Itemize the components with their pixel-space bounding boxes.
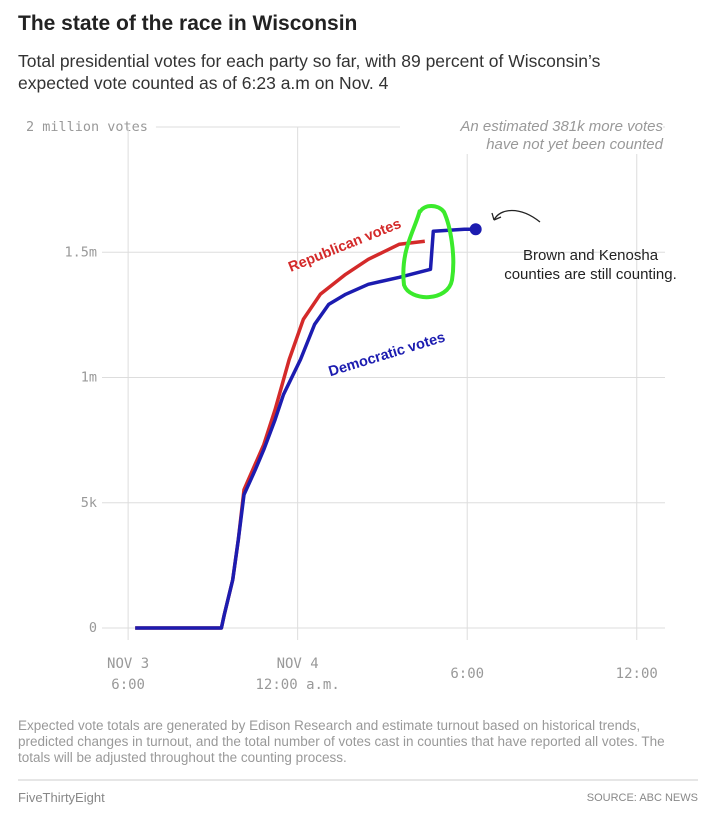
- arrow: [493, 209, 541, 223]
- y-tick-label: 2 million votes: [26, 119, 148, 135]
- series-label: Republican votes: [286, 216, 403, 276]
- y-tick-label: 1m: [81, 370, 97, 386]
- chart-subtitle: Total presidential votes for each party …: [18, 51, 601, 93]
- y-tick-label: 5k: [81, 495, 97, 511]
- x-tick-label: NOV 3 6:00: [107, 656, 150, 693]
- credit: FiveThirtyEight: [18, 790, 105, 805]
- x-tick-label: NOV 4 12:00 a.m.: [255, 656, 340, 693]
- footnote: Expected vote totals are generated by Ed…: [18, 718, 665, 765]
- highlight-circle: [401, 204, 456, 300]
- chart-title: The state of the race in Wisconsin: [18, 12, 358, 35]
- annotation: Brown and Kenosha counties are still cou…: [504, 247, 677, 283]
- arrow-head: [491, 212, 502, 221]
- end-dot: [469, 223, 482, 236]
- x-tick-label: 12:00: [615, 666, 658, 682]
- y-tick-label: 1.5m: [64, 244, 97, 260]
- series-label: Democratic votes: [327, 330, 447, 381]
- y-tick-label: 0: [89, 620, 97, 636]
- x-tick-label: 6:00: [450, 666, 485, 682]
- series-line: [135, 239, 426, 630]
- series-line: [135, 227, 476, 630]
- source: SOURCE: ABC NEWS: [586, 792, 698, 804]
- annotation: An estimated 381k more votes have not ye…: [400, 118, 663, 154]
